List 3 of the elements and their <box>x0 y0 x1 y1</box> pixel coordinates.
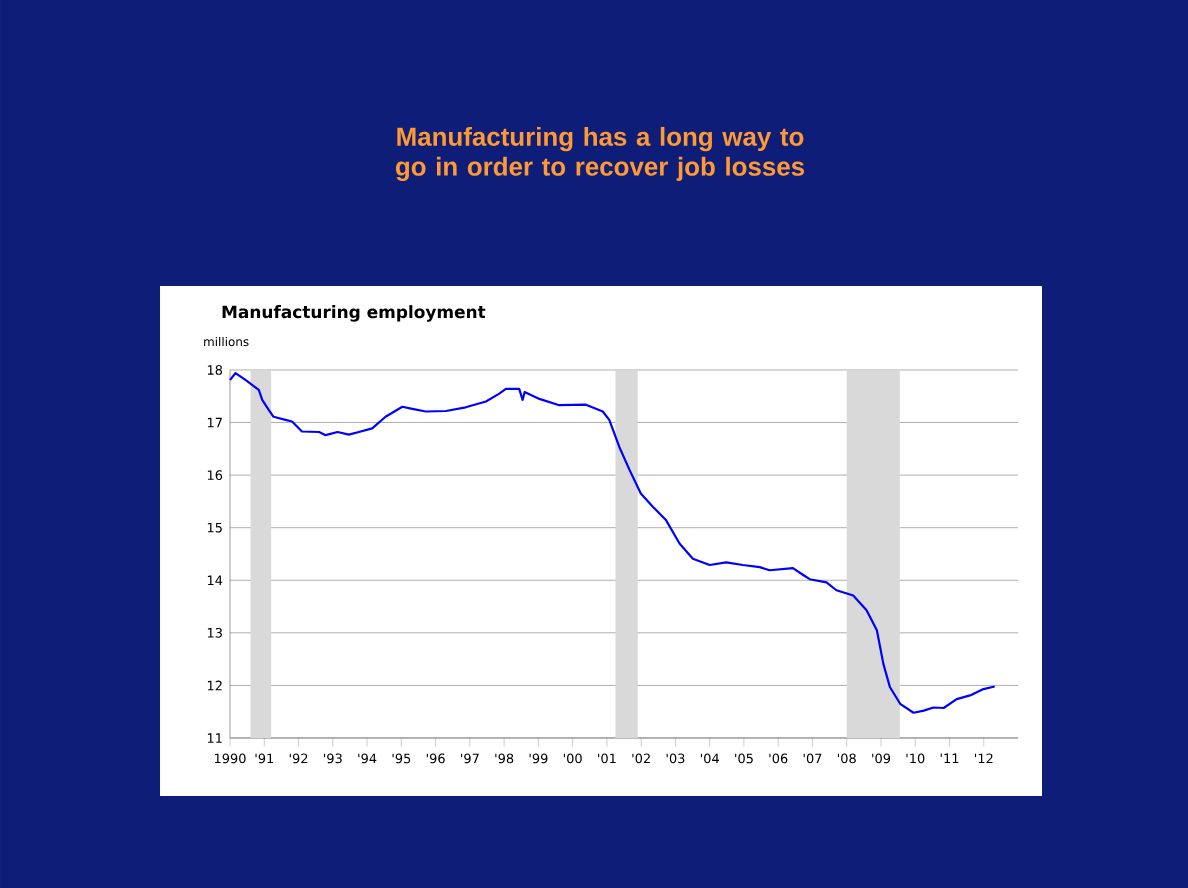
line-series <box>228 372 996 714</box>
chart-title: Manufacturing has a long way to go in order to recover job losses <box>395 126 805 182</box>
chart-subtitle: Manufacturing employment <box>222 305 486 322</box>
